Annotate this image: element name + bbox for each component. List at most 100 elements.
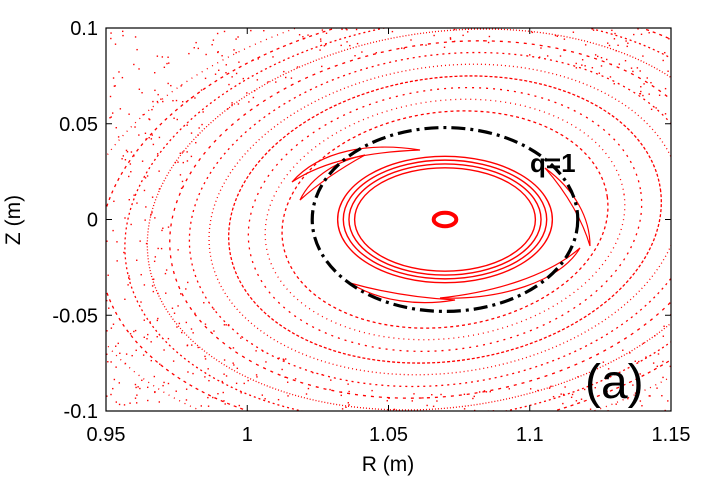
chaotic-point [110,327,113,329]
island-chain [544,167,591,247]
chaotic-point [625,40,627,42]
chaotic-point [138,68,140,70]
chaotic-point [188,52,190,55]
chaotic-point [655,107,657,109]
chaotic-point [116,241,118,243]
chaotic-point [106,299,108,302]
chaotic-point [324,44,327,46]
chaotic-point [112,229,114,232]
chaotic-point [550,385,552,388]
chaotic-point [129,402,131,404]
chaotic-point [650,108,653,111]
chaotic-point [181,331,183,334]
chaotic-point [157,292,159,295]
chaotic-point [594,386,596,389]
chaotic-point [136,259,138,261]
chaotic-point [386,400,388,402]
chaotic-point [190,155,193,158]
chaotic-point [294,378,297,380]
chaotic-point [158,401,161,403]
chaotic-point [106,330,108,332]
chaotic-point [340,391,343,393]
chaotic-point [487,41,490,44]
chaotic-point [422,397,424,399]
chaotic-point [232,347,235,349]
chaotic-point [611,29,613,32]
y-tick-label: 0 [87,210,98,232]
chaotic-point [529,388,532,390]
flux-surface [348,163,542,276]
chaotic-point [180,187,183,190]
chaotic-point [151,196,154,198]
chaotic-point [122,34,124,37]
chaotic-point [190,97,193,99]
chaotic-point [436,400,438,402]
chaotic-point [217,51,219,54]
chaotic-point [107,361,109,363]
chaotic-point [135,402,138,404]
chaotic-point [307,34,309,36]
chaotic-point [645,356,647,358]
chaotic-point [181,180,184,183]
chaotic-point [114,85,116,87]
chaotic-point [205,53,207,56]
chaotic-point [640,33,643,36]
chaotic-point [281,368,283,371]
chaotic-point [247,379,249,382]
chaotic-point [648,32,650,34]
chaotic-point [583,388,586,391]
chaotic-point [562,393,565,396]
chaotic-point [307,387,310,390]
chaotic-point [615,403,617,405]
chaotic-point [172,99,174,102]
chaotic-point [263,29,265,32]
island-chain [299,154,366,201]
chaotic-point [192,372,194,375]
chaotic-point [548,387,551,389]
chaotic-point [393,408,396,411]
flux-surface [336,155,554,284]
chaotic-point [225,324,227,326]
chaotic-point [321,373,323,376]
chaotic-point [563,38,566,40]
chaotic-point [462,34,464,37]
chaotic-point [106,395,108,397]
flux-surface [228,75,662,364]
chaotic-point [489,390,491,393]
chaotic-point [156,336,158,338]
chaotic-point [233,364,235,366]
chaotic-point [321,65,323,68]
chaotic-point [133,194,135,196]
chaotic-point [246,92,248,94]
chaotic-point [156,100,159,103]
chaotic-point [278,357,280,359]
chaotic-point [646,77,648,79]
chaotic-point [179,152,181,155]
chaotic-point [133,330,135,333]
chaotic-point [223,324,226,326]
chaotic-point [662,360,664,363]
chaotic-point [355,28,358,31]
chaotic-point [112,77,115,79]
chaotic-point [560,393,562,395]
chaotic-point [630,67,633,69]
chaotic-point [639,93,642,95]
chaotic-point [252,59,254,61]
chaotic-point [656,387,658,389]
chaotic-point [182,151,184,153]
chaotic-point [106,353,108,355]
chaotic-point [341,28,343,31]
chaotic-point [463,408,466,410]
q1-label: q=1 [530,148,576,178]
chaotic-point [113,378,116,381]
chaotic-point [302,36,304,38]
chaotic-point [559,55,562,57]
chaotic-point [341,408,344,410]
chaotic-point [157,247,159,250]
chaotic-point [256,376,258,378]
chaotic-point [431,394,433,396]
chaotic-point [185,321,188,324]
chaotic-point [107,274,109,276]
chaotic-point [298,34,301,36]
chaotic-point [478,391,481,393]
